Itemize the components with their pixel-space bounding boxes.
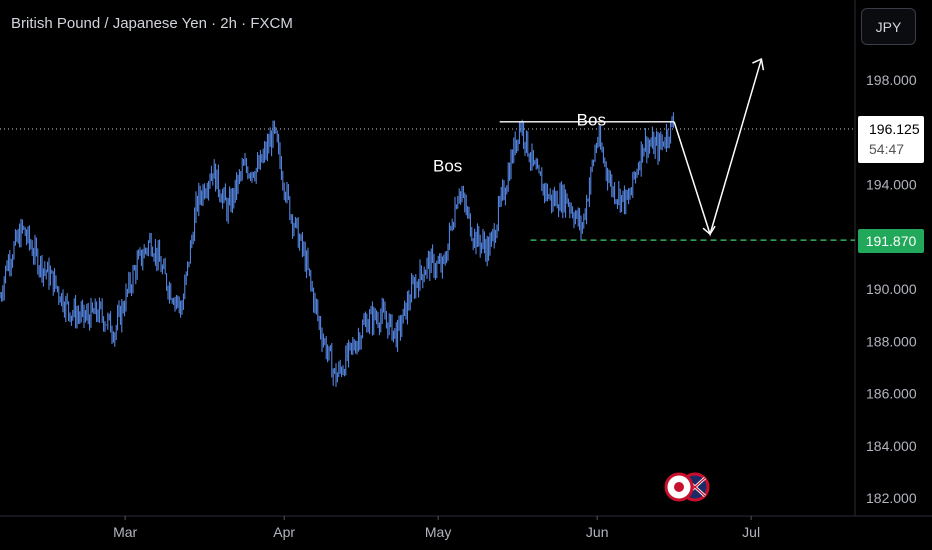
y-tick-label: 184.000 (866, 438, 917, 454)
y-tick-label: 188.000 (866, 333, 917, 349)
projection-arrowhead (752, 58, 765, 71)
currency-flags-icon[interactable] (663, 472, 713, 502)
y-tick-label: 198.000 (866, 72, 917, 88)
x-tick-label: Apr (273, 524, 295, 540)
target-price-tag: 191.870 (858, 229, 924, 253)
bar-countdown: 54:47 (869, 141, 905, 157)
y-tick-label: 186.000 (866, 386, 917, 402)
last-price-tag: 196.125 54:47 (858, 116, 924, 163)
x-tick-label: May (425, 524, 451, 540)
x-tick-label: Jun (586, 524, 609, 540)
y-tick-label: 194.000 (866, 177, 917, 193)
x-tick-label: Mar (113, 524, 137, 540)
currency-button[interactable]: JPY (861, 8, 916, 45)
bos-label-lower[interactable]: Bos (433, 156, 462, 175)
projection-path[interactable] (673, 58, 763, 237)
last-price-value: 196.125 (869, 121, 920, 137)
symbol-title[interactable]: British Pound / Japanese Yen · 2h · FXCM (11, 15, 293, 32)
y-tick-label: 190.000 (866, 281, 917, 297)
bos-label-upper[interactable]: Bos (577, 111, 606, 130)
x-tick-label: Jul (742, 524, 760, 540)
projection-pivot-arrow (702, 225, 716, 236)
y-tick-label: 182.000 (866, 490, 917, 506)
